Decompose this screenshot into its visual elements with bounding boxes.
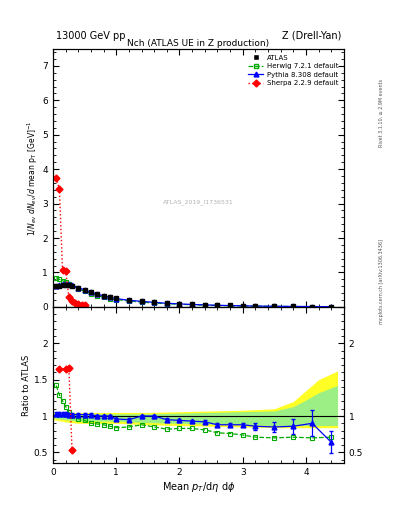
Legend: ATLAS, Herwig 7.2.1 default, Pythia 8.308 default, Sherpa 2.2.9 default: ATLAS, Herwig 7.2.1 default, Pythia 8.30… [246, 52, 340, 89]
Text: mcplots.cern.ch [arXiv:1306.3436]: mcplots.cern.ch [arXiv:1306.3436] [379, 239, 384, 324]
X-axis label: Mean $p_T$/d$\eta$ d$\phi$: Mean $p_T$/d$\eta$ d$\phi$ [162, 480, 235, 494]
Title: Nch (ATLAS UE in Z production): Nch (ATLAS UE in Z production) [127, 39, 270, 48]
Text: Z (Drell-Yan): Z (Drell-Yan) [282, 31, 341, 41]
Text: 13000 GeV pp: 13000 GeV pp [56, 31, 125, 41]
Y-axis label: $1/N_{ev}\ dN_{ev}/d\ \rm{mean}\ p_T\ [GeV]^{-1}$: $1/N_{ev}\ dN_{ev}/d\ \rm{mean}\ p_T\ [G… [25, 120, 40, 236]
Text: Rivet 3.1.10, ≥ 2.9M events: Rivet 3.1.10, ≥ 2.9M events [379, 78, 384, 147]
Text: ATLAS_2019_I1736531: ATLAS_2019_I1736531 [163, 200, 234, 205]
Y-axis label: Ratio to ATLAS: Ratio to ATLAS [22, 354, 31, 416]
